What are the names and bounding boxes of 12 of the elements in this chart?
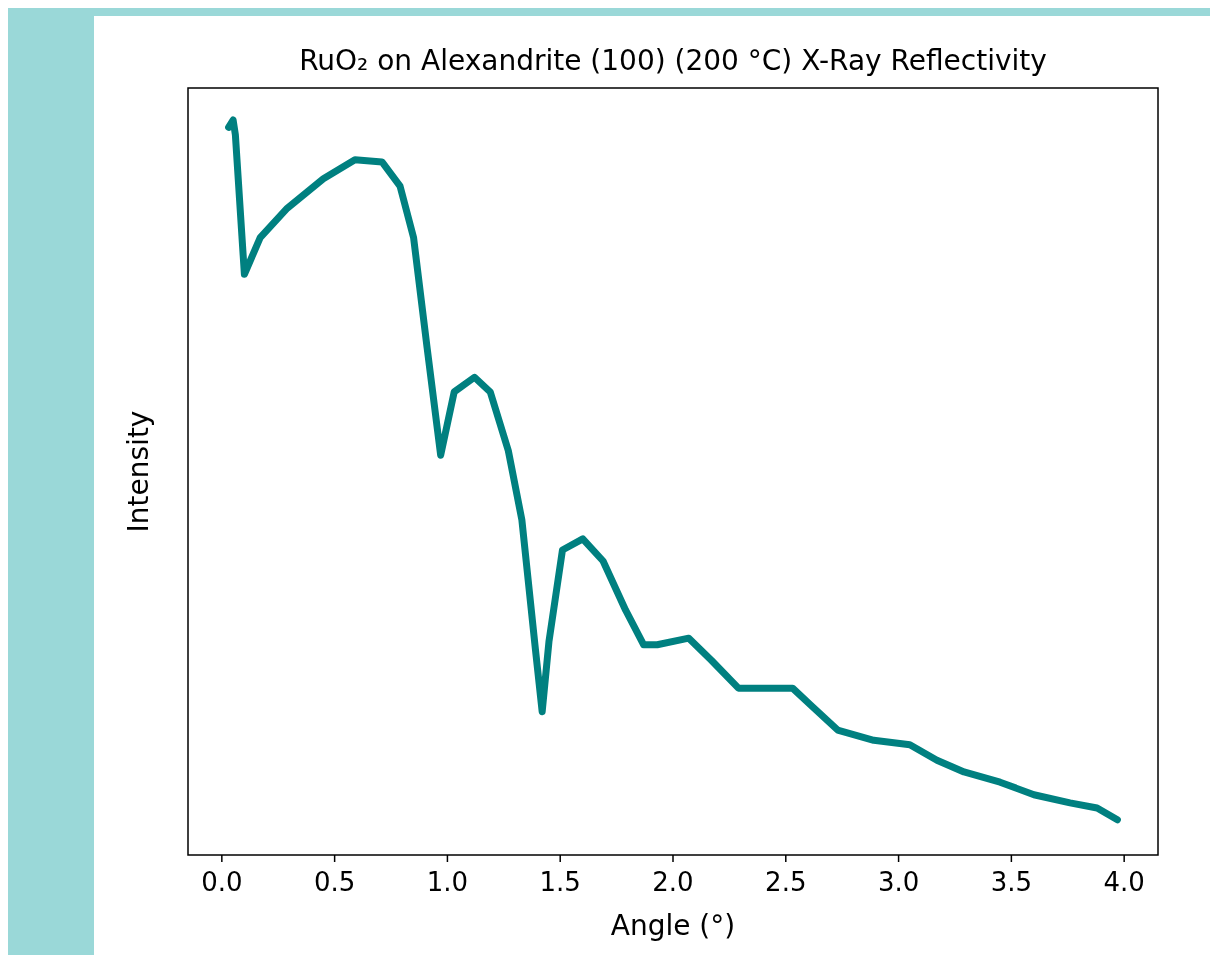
x-axis-title: Angle (°) — [610, 909, 736, 942]
x-tick-label: 1.5 — [539, 867, 581, 897]
x-tick-label: 2.5 — [765, 867, 807, 897]
x-tick-label: 0.0 — [201, 867, 243, 897]
chart-title: RuO₂ on Alexandrite (100) (200 °C) X-Ray Reflectivity — [299, 44, 1047, 77]
x-tick-label: 3.0 — [877, 867, 920, 897]
x-tick-label: 0.5 — [313, 867, 356, 897]
y-axis-title: Intensity — [122, 410, 155, 533]
x-tick-label: 2.0 — [652, 867, 694, 897]
x-tick-label: 1.0 — [426, 867, 469, 897]
x-tick-label: 3.5 — [990, 867, 1033, 897]
x-tick-label: 4.0 — [1103, 867, 1145, 897]
